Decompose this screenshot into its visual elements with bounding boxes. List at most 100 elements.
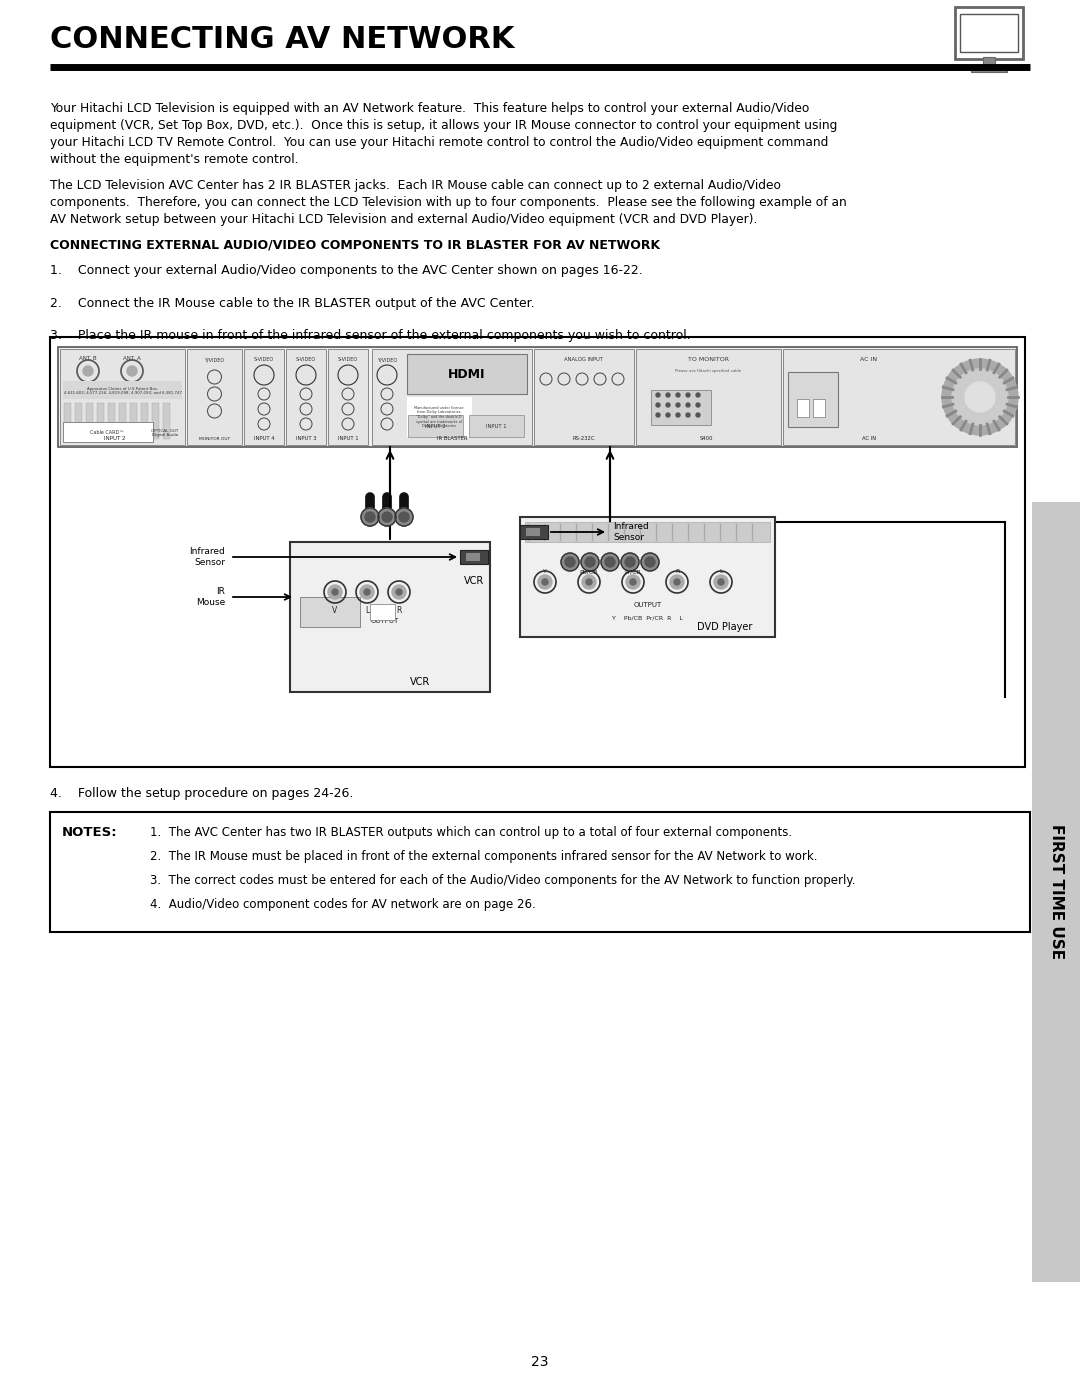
Bar (469, 415, 524, 437)
Text: Your Hitachi LCD Television is equipped with an AV Network feature.  This featur: Your Hitachi LCD Television is equipped … (50, 102, 809, 115)
Text: Cable CARD™: Cable CARD™ (91, 429, 124, 434)
Text: +: + (751, 377, 761, 391)
Circle shape (328, 585, 342, 599)
Text: S-VIDEO: S-VIDEO (296, 358, 316, 362)
Circle shape (676, 414, 680, 416)
Circle shape (676, 402, 680, 407)
Bar (187, 349, 242, 446)
Circle shape (674, 578, 680, 585)
Text: Pr/CR: Pr/CR (624, 569, 642, 574)
Text: S-VIDEO: S-VIDEO (254, 358, 274, 362)
Text: RS-232C: RS-232C (572, 436, 595, 441)
Text: V: V (333, 606, 338, 615)
Text: The LCD Television AVC Center has 2 IR BLASTER jacks.  Each IR Mouse cable can c: The LCD Television AVC Center has 2 IR B… (50, 179, 781, 191)
Bar (971, 66, 1007, 73)
Circle shape (395, 509, 413, 527)
Bar (525, 522, 770, 542)
Text: ANALOG INPUT: ANALOG INPUT (565, 358, 604, 362)
Circle shape (83, 366, 93, 376)
Text: 23: 23 (531, 1355, 549, 1369)
Circle shape (582, 576, 596, 590)
Circle shape (378, 509, 396, 527)
Bar (64, 402, 71, 439)
Text: FIRST TIME USE: FIRST TIME USE (1049, 824, 1064, 960)
Circle shape (642, 553, 659, 571)
Bar (372, 349, 532, 446)
Circle shape (696, 414, 700, 416)
Text: ANT. A: ANT. A (123, 356, 140, 360)
Circle shape (966, 381, 995, 412)
Text: INPUT 1: INPUT 1 (338, 436, 359, 441)
Text: INPUT 1: INPUT 1 (486, 423, 507, 429)
Circle shape (696, 393, 700, 397)
Circle shape (656, 393, 660, 397)
Bar (408, 415, 463, 437)
Text: your Hitachi LCD TV Remote Control.  You can use your Hitachi remote control to : your Hitachi LCD TV Remote Control. You … (50, 136, 828, 149)
Text: Y: Y (543, 569, 546, 574)
Text: OUTPUT: OUTPUT (370, 617, 400, 624)
Circle shape (600, 553, 619, 571)
Bar (465, 553, 480, 562)
Bar (960, 14, 1018, 52)
Text: components.  Therefore, you can connect the LCD Television with up to four compo: components. Therefore, you can connect t… (50, 196, 847, 210)
Circle shape (605, 557, 615, 567)
Bar (651, 390, 711, 425)
Bar (636, 349, 781, 446)
Text: VCR: VCR (410, 678, 430, 687)
Bar (797, 400, 809, 416)
Text: Please use Hitachi specified cable: Please use Hitachi specified cable (675, 369, 742, 373)
Text: Pb/CB: Pb/CB (580, 569, 598, 574)
Text: VCR: VCR (464, 576, 484, 585)
Text: R: R (675, 569, 679, 574)
Bar (97, 402, 104, 439)
Text: Y/VIDEO: Y/VIDEO (377, 358, 397, 362)
Bar (534, 349, 634, 446)
Text: 3.  The correct codes must be entered for each of the Audio/Video components for: 3. The correct codes must be entered for… (150, 875, 855, 887)
Text: OPTICAL OUT
Digital Audio: OPTICAL OUT Digital Audio (151, 429, 178, 437)
Circle shape (666, 393, 670, 397)
Bar (407, 353, 527, 394)
Bar (244, 349, 284, 446)
Bar (519, 517, 775, 637)
Text: NOTES:: NOTES: (62, 826, 118, 840)
Circle shape (332, 590, 338, 595)
Circle shape (666, 402, 670, 407)
Bar (63, 381, 183, 400)
Text: Infrared
Sensor: Infrared Sensor (613, 522, 649, 542)
Bar (291, 542, 490, 692)
Bar (130, 402, 137, 439)
Circle shape (630, 578, 636, 585)
Circle shape (696, 402, 700, 407)
Text: R: R (396, 606, 402, 615)
Bar (86, 402, 93, 439)
Text: MONITOR OUT: MONITOR OUT (199, 437, 230, 441)
Bar (63, 422, 153, 441)
Text: 2.    Connect the IR Mouse cable to the IR BLASTER output of the AVC Center.: 2. Connect the IR Mouse cable to the IR … (50, 298, 535, 310)
Circle shape (686, 402, 690, 407)
Bar (58, 346, 1017, 447)
Bar (983, 57, 995, 67)
Text: IR
Mouse: IR Mouse (195, 587, 225, 606)
Bar (526, 528, 540, 536)
Text: +: + (720, 377, 732, 391)
Circle shape (127, 366, 137, 376)
Text: INPUT 2: INPUT 2 (105, 436, 125, 441)
Circle shape (656, 414, 660, 416)
Circle shape (942, 359, 1018, 434)
Bar (328, 349, 368, 446)
Bar (519, 525, 548, 539)
Text: INPUT 3: INPUT 3 (296, 436, 316, 441)
Circle shape (676, 393, 680, 397)
Text: TO MONITOR: TO MONITOR (688, 358, 729, 362)
Text: 1.  The AVC Center has two IR BLASTER outputs which can control up to a total of: 1. The AVC Center has two IR BLASTER out… (150, 826, 792, 840)
Circle shape (399, 511, 409, 522)
Bar (108, 402, 114, 439)
Text: Manufactured under license
from Dolby Laboratories.
"Dolby" and the double-D
sym: Manufactured under license from Dolby La… (415, 405, 463, 429)
Bar (370, 604, 395, 620)
Text: S-VIDEO: S-VIDEO (338, 358, 359, 362)
Text: INPUT 4: INPUT 4 (254, 436, 274, 441)
Text: 4.    Follow the setup procedure on pages 24-26.: 4. Follow the setup procedure on pages 2… (50, 787, 353, 800)
Text: OUTPUT: OUTPUT (633, 602, 662, 608)
Circle shape (365, 511, 375, 522)
Text: equipment (VCR, Set Top Box, DVD, etc.).  Once this is setup, it allows your IR : equipment (VCR, Set Top Box, DVD, etc.).… (50, 119, 837, 131)
